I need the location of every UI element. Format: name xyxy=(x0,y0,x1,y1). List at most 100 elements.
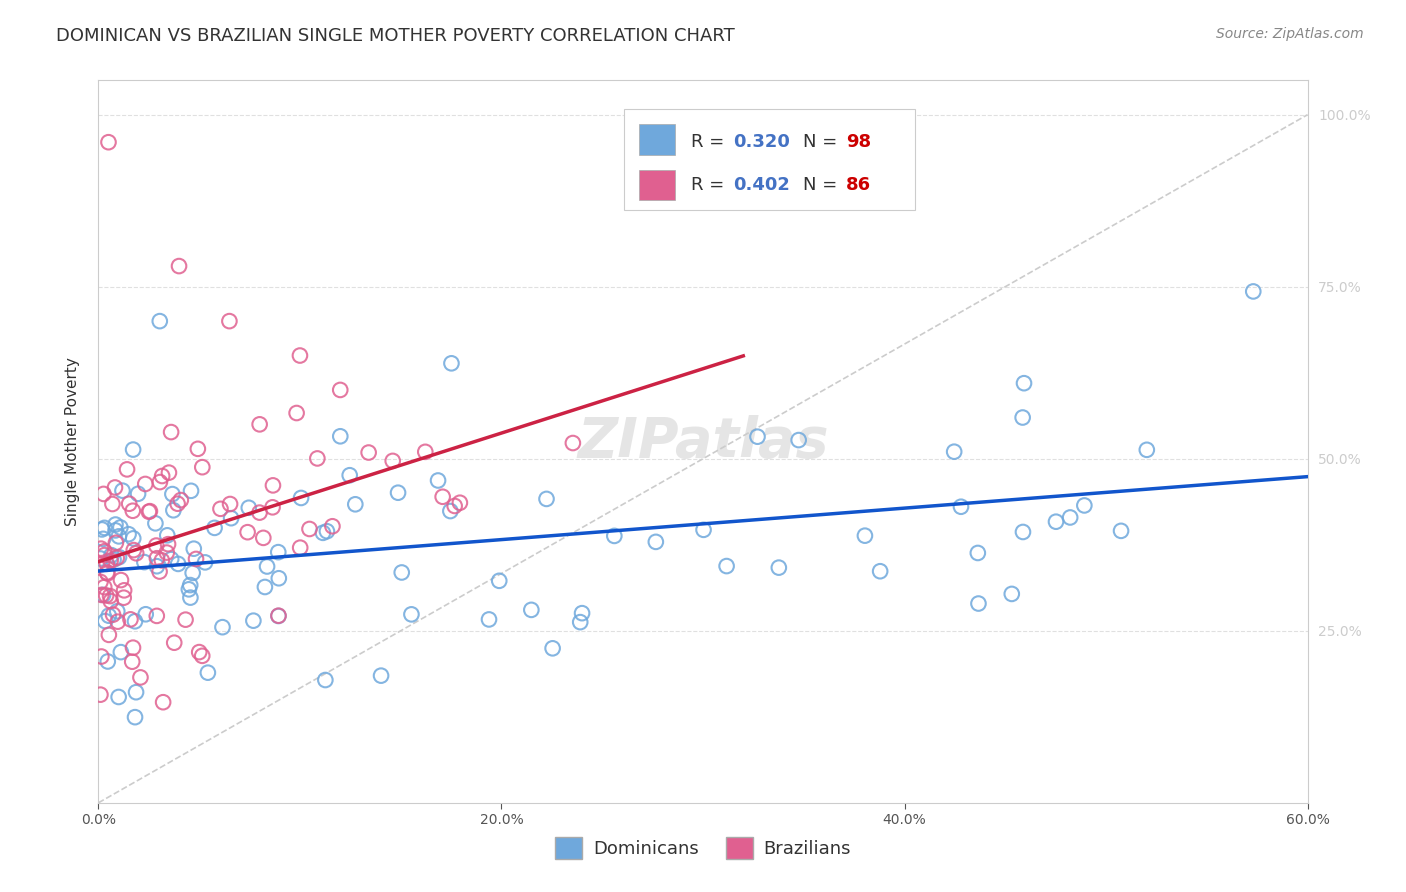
Point xyxy=(149,565,172,579)
FancyBboxPatch shape xyxy=(624,109,915,211)
Point xyxy=(966,546,988,560)
Point xyxy=(156,545,179,559)
Point xyxy=(869,564,891,578)
Point xyxy=(152,695,174,709)
Point xyxy=(139,504,162,518)
Point xyxy=(91,523,114,537)
Point xyxy=(267,545,290,559)
Point xyxy=(329,429,352,443)
Point xyxy=(541,641,564,656)
Point xyxy=(644,534,666,549)
Point xyxy=(1045,515,1067,529)
Point xyxy=(478,612,501,626)
Point xyxy=(91,588,114,602)
Point xyxy=(716,559,738,574)
Point xyxy=(174,613,197,627)
Point xyxy=(439,504,461,518)
Point xyxy=(536,491,558,506)
Point xyxy=(191,460,214,475)
Point xyxy=(432,490,454,504)
Point xyxy=(110,573,132,587)
Point xyxy=(93,487,115,501)
Point xyxy=(1012,376,1035,391)
Point xyxy=(290,541,312,555)
Point xyxy=(118,497,141,511)
Point xyxy=(357,445,380,459)
Point xyxy=(167,557,190,571)
Point xyxy=(1001,587,1024,601)
Point xyxy=(89,551,111,566)
Point xyxy=(252,531,274,545)
Point xyxy=(96,566,118,581)
Point xyxy=(285,406,308,420)
Point xyxy=(197,665,219,680)
Point xyxy=(98,589,121,603)
Point xyxy=(157,537,180,551)
Point xyxy=(125,546,148,560)
Point xyxy=(204,521,226,535)
Point xyxy=(387,485,409,500)
Point xyxy=(149,475,172,489)
Point xyxy=(125,685,148,699)
Point xyxy=(1136,442,1159,457)
Point xyxy=(218,314,240,328)
Point xyxy=(253,580,276,594)
Point xyxy=(120,612,142,626)
Point xyxy=(179,578,201,592)
Point xyxy=(93,580,115,594)
Point xyxy=(943,444,966,458)
FancyBboxPatch shape xyxy=(638,124,675,154)
Point xyxy=(100,548,122,562)
Point xyxy=(121,655,143,669)
Point xyxy=(449,496,471,510)
Point xyxy=(150,553,173,567)
Point xyxy=(344,497,367,511)
Point xyxy=(170,493,193,508)
Point xyxy=(97,655,120,669)
Point xyxy=(184,552,207,566)
Point xyxy=(520,603,543,617)
Point xyxy=(105,550,128,565)
Point xyxy=(124,710,146,724)
Legend: Dominicans, Brazilians: Dominicans, Brazilians xyxy=(548,830,858,866)
Point xyxy=(111,483,134,498)
Point xyxy=(156,528,179,542)
Point xyxy=(157,466,180,480)
Point xyxy=(1012,524,1035,539)
Text: 0.320: 0.320 xyxy=(734,133,790,151)
Point xyxy=(107,690,129,704)
Y-axis label: Single Mother Poverty: Single Mother Poverty xyxy=(65,357,80,526)
Point xyxy=(145,516,167,531)
Point xyxy=(569,615,592,629)
Point xyxy=(949,500,972,514)
Point xyxy=(146,559,169,574)
Point xyxy=(339,468,361,483)
Point xyxy=(853,529,876,543)
Point xyxy=(146,551,169,566)
Point xyxy=(768,560,790,574)
Point xyxy=(150,469,173,483)
FancyBboxPatch shape xyxy=(638,169,675,200)
Point xyxy=(571,606,593,620)
Point xyxy=(96,589,118,603)
Point xyxy=(288,349,311,363)
Point xyxy=(307,451,329,466)
Point xyxy=(1011,410,1033,425)
Point xyxy=(97,608,120,623)
Point xyxy=(370,668,392,682)
Text: R =: R = xyxy=(690,133,730,151)
Point xyxy=(117,527,139,541)
Point xyxy=(112,583,135,598)
Point xyxy=(262,500,284,515)
Point xyxy=(401,607,423,622)
Point xyxy=(93,521,115,535)
Point xyxy=(179,591,201,605)
Point xyxy=(145,539,167,553)
Point xyxy=(134,477,156,491)
Point xyxy=(167,259,190,273)
Point xyxy=(163,636,186,650)
Point xyxy=(127,487,149,501)
Point xyxy=(110,645,132,659)
Point xyxy=(146,608,169,623)
Point xyxy=(162,503,184,517)
